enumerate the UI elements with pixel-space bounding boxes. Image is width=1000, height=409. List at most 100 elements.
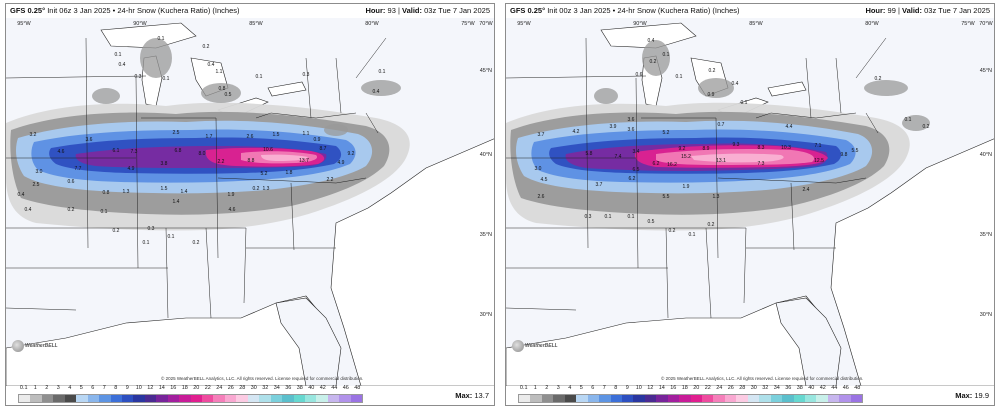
colorbar-swatch — [236, 395, 248, 402]
snowfall-amount-label: 8.7 — [320, 146, 327, 152]
colorbar-tick-label: 18 — [681, 385, 688, 391]
snowfall-amount-label: 4.9 — [128, 166, 135, 172]
state-border — [865, 112, 879, 134]
snowfall-amount-label: 0.2 — [113, 228, 120, 234]
state-border — [855, 37, 887, 79]
state-border — [335, 177, 367, 184]
colorbar-swatch — [690, 395, 702, 402]
snowfall-amount-label: 1.9 — [683, 184, 690, 190]
colorbar-tick-label: 48 — [854, 385, 861, 391]
snowfall-amount-label: 4.9 — [338, 160, 345, 166]
colorbar-tick-label: 5 — [579, 385, 583, 391]
state-border — [205, 227, 212, 319]
copyright-notice: © 2025 WeatherBELL Analytics, LLC. All r… — [161, 376, 364, 381]
snowfall-amount-label: 4.5 — [541, 177, 548, 183]
snowfall-amount-label: 6.2 — [653, 161, 660, 167]
colorbar-swatch — [121, 395, 134, 402]
snowfall-amount-label: 0.2 — [923, 124, 930, 130]
colorbar-tick-label: 36 — [785, 385, 792, 391]
snow-patch — [140, 38, 172, 78]
colorbar-swatch — [667, 395, 680, 402]
snowfall-amount-label: 3.0 — [535, 166, 542, 172]
state-border — [755, 112, 857, 119]
colorbar-tick-label: 44 — [331, 385, 338, 391]
colorbar-tick-label: 22 — [204, 385, 211, 391]
state-border — [705, 227, 712, 319]
snowfall-amount-label: 1.9 — [228, 192, 235, 198]
state-border — [717, 177, 837, 184]
max-value: Max: 19.9 — [955, 391, 989, 400]
lake-ontario — [767, 81, 807, 97]
snowfall-amount-label: 0.2 — [709, 68, 716, 74]
colorbar-tick-label: 30 — [750, 385, 757, 391]
state-border — [243, 227, 247, 304]
florida — [275, 297, 342, 386]
snowfall-amount-label: 4.6 — [229, 207, 236, 213]
snowfall-contour — [261, 154, 308, 161]
snowfall-amount-label: 0.4 — [18, 192, 25, 198]
panel-header: GFS 0.25° Init 06z 3 Jan 2025 • 24-hr Sn… — [6, 4, 494, 18]
snowfall-amount-label: 1.7 — [206, 134, 213, 140]
snowfall-amount-label: 13.1 — [716, 158, 726, 164]
colorbar-swatch — [599, 395, 611, 402]
snowfall-amount-label: 0.4 — [208, 62, 215, 68]
max-value: Max: 13.7 — [455, 391, 489, 400]
colorbar-swatch — [30, 395, 42, 402]
colorbar-swatch — [530, 395, 542, 402]
colorbar-swatch — [770, 395, 783, 402]
longitude-label: 70°W — [979, 21, 993, 27]
snowfall-amount-label: 10.6 — [263, 147, 273, 153]
snowfall-amount-label: 0.3 — [135, 74, 142, 80]
snowfall-amount-label: 0.1 — [689, 232, 696, 238]
colorbar-swatch — [724, 395, 737, 402]
snowfall-amount-label: 0.1 — [256, 74, 263, 80]
snowfall-map: 95°W 90°W 85°W 80°W 75°W 70°W 45°N 40°N 35°N 30°N… — [6, 18, 494, 386]
colorbar-tick-label: 16 — [670, 385, 677, 391]
snow-patch — [361, 80, 401, 96]
colorbar-swatch — [747, 395, 760, 402]
snowfall-amount-label: 1.5 — [161, 186, 168, 192]
colorbar-swatch — [259, 395, 271, 402]
colorbar-swatch — [41, 395, 54, 402]
snowfall-amount-label: 6.8 — [175, 148, 182, 154]
panel-title: GFS 0.25° Init 00z 3 Jan 2025 • 24-hr Sn… — [510, 6, 740, 15]
snowfall-amount-label: 1.3 — [123, 189, 130, 195]
snowfall-amount-label: 2.4 — [803, 187, 810, 193]
colorbar-swatch — [576, 395, 588, 402]
snowfall-amount-label: 7.1 — [815, 143, 822, 149]
state-border — [165, 227, 169, 319]
colorbar-tick-label: 2 — [45, 385, 49, 391]
snowfall-amount-label: 3.6 — [628, 127, 635, 133]
snow-patch — [324, 124, 348, 136]
colorbar-tick-label: 7 — [102, 385, 106, 391]
lake-ontario — [267, 81, 307, 97]
colorbar-ticks: 0.1 1 2 3 4 5 6 7 8 9 10 12 14 16 18 20 22 24 26 28 30 32 34 36… — [518, 385, 863, 393]
longitude-label: 90°W — [133, 21, 147, 27]
colorbar-swatch — [76, 395, 88, 402]
colorbar-tick-label: 1 — [533, 385, 537, 391]
state-border — [790, 182, 795, 251]
colorbar-swatch — [133, 395, 145, 402]
snowfall-amount-label: 4.6 — [58, 149, 65, 155]
snowfall-amount-label: 0.1 — [101, 209, 108, 215]
snowfall-amount-label: 1.4 — [181, 189, 188, 195]
snowfall-amount-label: 0.6 — [636, 72, 643, 78]
colorbar-tick-label: 24 — [216, 385, 223, 391]
snowfall-amount-label: 0.3 — [148, 226, 155, 232]
snowfall-amount-label: 1.8 — [286, 170, 293, 176]
snowfall-amount-label: 0.6 — [68, 179, 75, 185]
snowfall-amount-label: 5.2 — [261, 171, 268, 177]
colorbar-tick-label: 38 — [796, 385, 803, 391]
colorbar-tick-label: 9 — [125, 385, 129, 391]
state-border — [135, 77, 139, 269]
colorbar-swatch — [316, 395, 328, 402]
panel-footer: © 2025 WeatherBELL Analytics, LLC. All r… — [506, 376, 994, 405]
colorbar-swatch — [713, 395, 725, 402]
colorbar-swatch — [282, 395, 294, 402]
colorbar-swatch — [644, 395, 657, 402]
snowfall-amount-label: 0.4 — [25, 207, 32, 213]
state-border — [635, 77, 639, 269]
colorbar-tick-label: 6 — [91, 385, 95, 391]
snowfall-amount-label: 0.1 — [158, 36, 165, 42]
colorbar-tick-label: 7 — [602, 385, 606, 391]
